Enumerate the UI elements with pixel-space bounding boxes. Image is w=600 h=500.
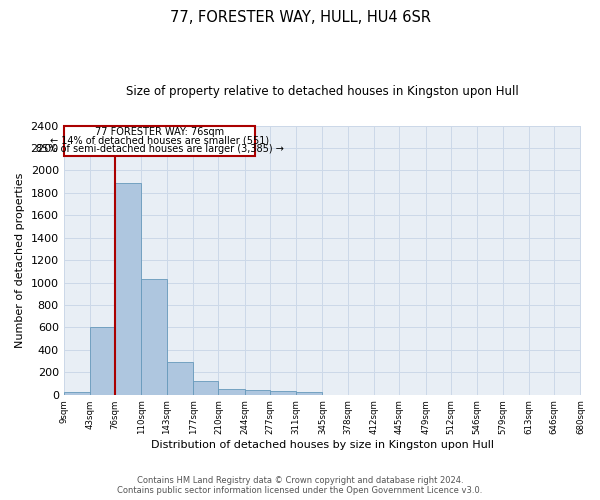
Bar (296, 392, 322, 394)
Bar (218, 389, 245, 394)
Text: 85% of semi-detached houses are larger (3,385) →: 85% of semi-detached houses are larger (… (35, 144, 283, 154)
Text: 77, FORESTER WAY, HULL, HU4 6SR: 77, FORESTER WAY, HULL, HU4 6SR (170, 10, 431, 25)
Bar (245, 390, 270, 394)
Bar (115, 183, 142, 394)
Title: Size of property relative to detached houses in Kingston upon Hull: Size of property relative to detached ho… (126, 85, 518, 98)
Text: ← 14% of detached houses are smaller (551): ← 14% of detached houses are smaller (55… (50, 135, 269, 145)
Bar (90, 328, 115, 394)
Bar (142, 279, 167, 394)
Text: Contains HM Land Registry data © Crown copyright and database right 2024.
Contai: Contains HM Land Registry data © Crown c… (118, 476, 482, 495)
Text: 77 FORESTER WAY: 76sqm: 77 FORESTER WAY: 76sqm (95, 126, 224, 136)
Bar (64, 392, 90, 394)
X-axis label: Distribution of detached houses by size in Kingston upon Hull: Distribution of detached houses by size … (151, 440, 494, 450)
Bar (193, 382, 218, 394)
FancyBboxPatch shape (64, 126, 256, 156)
Bar (270, 392, 296, 394)
Bar (167, 362, 193, 394)
Y-axis label: Number of detached properties: Number of detached properties (15, 172, 25, 348)
